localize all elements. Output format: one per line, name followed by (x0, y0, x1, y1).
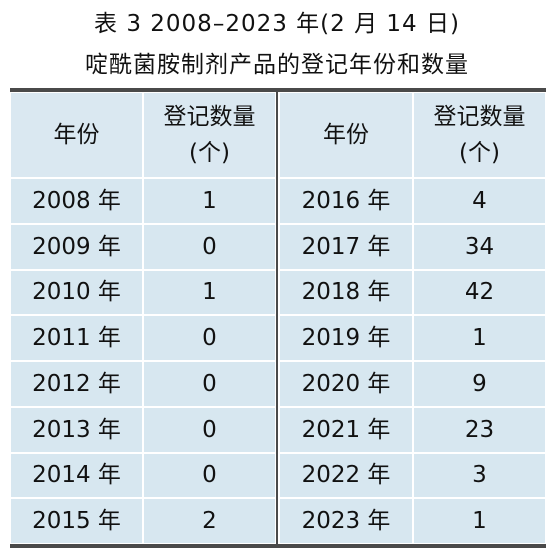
count-cell: 0 (143, 315, 276, 361)
header-line: 登记数量 (433, 104, 526, 130)
year-cell: 2015 年 (10, 498, 143, 544)
count-cell: 1 (413, 315, 546, 361)
count-cell: 9 (413, 361, 546, 407)
count-cell: 2 (143, 498, 276, 544)
count-cell: 23 (413, 406, 546, 453)
year-cell: 2020 年 (279, 361, 413, 407)
year-cell: 2016 年 (279, 178, 413, 224)
bottom-rule (10, 544, 546, 548)
subtitle: 啶酰菌胺制剂产品的登记年份和数量 (85, 52, 469, 78)
year-cell: 2017 年 (279, 223, 413, 270)
count-cell: 0 (143, 406, 276, 453)
header-cell: 登记数量 (个) (143, 92, 276, 178)
count-cell: 34 (413, 223, 546, 270)
header-cell: 年份 (10, 92, 143, 178)
title: 表 3 2008–2023 年(2 月 14 日) (94, 11, 460, 37)
header-line: (个) (459, 140, 500, 166)
year-cell: 2012 年 (10, 361, 143, 407)
year-cell: 2023 年 (279, 498, 413, 544)
count-cell: 3 (413, 452, 546, 499)
header-line: (个) (189, 140, 230, 166)
year-cell: 2011 年 (10, 315, 143, 361)
year-cell: 2008 年 (10, 178, 143, 224)
year-cell: 2014 年 (10, 452, 143, 499)
header-line: 登记数量 (163, 104, 256, 130)
count-cell: 0 (143, 361, 276, 407)
count-cell: 4 (413, 178, 546, 224)
header-cell: 年份 (279, 92, 413, 178)
group-divider (276, 92, 278, 544)
year-cell: 2009 年 (10, 223, 143, 270)
count-cell: 0 (143, 223, 276, 270)
year-cell: 2022 年 (279, 452, 413, 499)
year-cell: 2018 年 (279, 269, 413, 316)
top-rule (10, 88, 546, 92)
count-cell: 1 (143, 178, 276, 224)
header-cell: 登记数量 (个) (413, 92, 546, 178)
count-cell: 0 (143, 452, 276, 499)
count-cell: 1 (413, 498, 546, 544)
year-cell: 2013 年 (10, 406, 143, 453)
year-cell: 2021 年 (279, 406, 413, 453)
count-cell: 42 (413, 269, 546, 316)
year-cell: 2019 年 (279, 315, 413, 361)
year-cell: 2010 年 (10, 269, 143, 316)
count-cell: 1 (143, 269, 276, 316)
